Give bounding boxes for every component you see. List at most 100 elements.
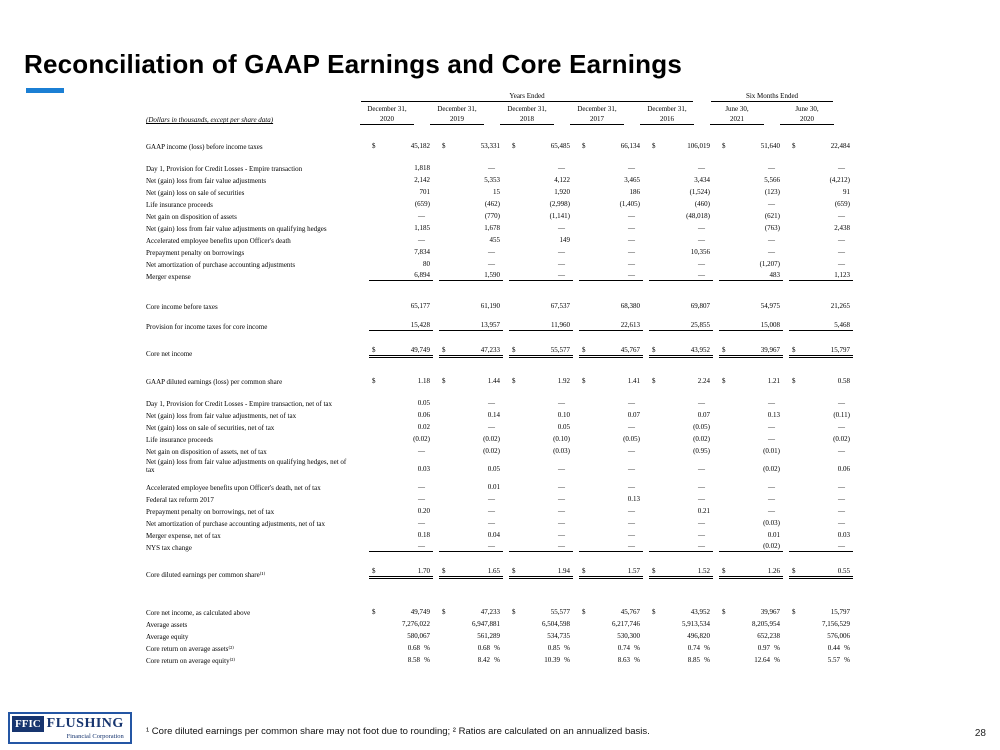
value-cell: $22,484 — [786, 140, 856, 151]
cell-value: 186 — [629, 188, 641, 197]
page-title: Reconciliation of GAAP Earnings and Core… — [24, 49, 682, 80]
value-cell: — — [646, 517, 716, 528]
column-header-year: 2019 — [430, 115, 484, 126]
value-cell: (1,524) — [646, 186, 716, 197]
value-cell: — — [366, 493, 436, 504]
value-cell: (0.02) — [436, 433, 506, 444]
cell-value: 80 — [423, 260, 430, 269]
value-cell: — — [506, 463, 576, 474]
value-cell: $0.58 — [786, 375, 856, 386]
cell-value: (659) — [414, 200, 430, 209]
value-cell: 455 — [436, 234, 506, 245]
value-cell: — — [576, 210, 646, 221]
value-cell: 65,177 — [366, 300, 436, 311]
cell-value: 0.97 — [757, 644, 770, 653]
row-label: GAAP diluted earnings (loss) per common … — [146, 378, 283, 387]
logo-subtitle: Financial Corporation — [66, 733, 124, 740]
value-cell: (1,141) — [506, 210, 576, 221]
value-cell: 576,006 — [786, 630, 856, 641]
value-cell: 13,957 — [436, 319, 506, 332]
row-label: Average equity — [146, 633, 189, 642]
percent-sign: % — [424, 656, 430, 665]
cell-value: (1,141) — [549, 212, 570, 221]
percent-sign: % — [704, 644, 710, 653]
table-row: Accelerated employee benefits upon Offic… — [146, 480, 846, 492]
row-label: Prepayment penalty on borrowings, net of… — [146, 508, 275, 517]
cell-value: — — [838, 447, 845, 456]
cell-value: — — [698, 399, 705, 408]
value-cell: — — [786, 210, 856, 221]
column-header-date: December 31, — [437, 105, 477, 114]
row-label: Net gain on disposition of assets, net o… — [146, 448, 267, 457]
value-cell: 15 — [436, 186, 506, 197]
value-cell: — — [506, 397, 576, 408]
value-cell: (0.02) — [716, 463, 786, 474]
cell-value: 12.64 — [754, 656, 770, 665]
value-cell: 0.97% — [716, 642, 786, 653]
value-cell: — — [576, 529, 646, 540]
value-cell: 496,820 — [646, 630, 716, 641]
value-cell: — — [506, 269, 576, 282]
value-cell: 652,238 — [716, 630, 786, 641]
dollar-sign: $ — [442, 142, 446, 151]
value-cell: $1.18 — [366, 375, 436, 386]
dollar-sign: $ — [582, 567, 586, 576]
value-cell: — — [366, 517, 436, 528]
dollar-sign: $ — [792, 608, 796, 617]
dollar-sign: $ — [582, 377, 586, 386]
value-cell: — — [576, 162, 646, 173]
value-cell: — — [576, 505, 646, 516]
cell-value: — — [838, 483, 845, 492]
value-cell: (659) — [786, 198, 856, 209]
cell-value: (0.05) — [693, 423, 710, 432]
cell-value: 0.68 — [477, 644, 490, 653]
cell-value: 1,920 — [554, 188, 570, 197]
column-group: Six Months Ended — [702, 92, 842, 103]
value-cell: 580,067 — [366, 630, 436, 641]
value-cell: 10.39% — [506, 654, 576, 665]
value-cell: — — [646, 269, 716, 282]
dollar-sign: $ — [582, 142, 586, 151]
value-cell: 0.07 — [646, 409, 716, 420]
table-row: Core return on average equity⁽²⁾ 8.58% 8.4… — [146, 653, 850, 665]
value-cell: 25,855 — [646, 319, 716, 332]
cell-value: — — [558, 164, 565, 173]
cell-value: — — [698, 483, 705, 492]
column-header-date: June 30, — [725, 105, 749, 114]
cell-value: — — [628, 260, 635, 269]
cell-value: 3,465 — [624, 176, 640, 185]
cell-value: — — [768, 399, 775, 408]
cell-value: 0.14 — [487, 411, 500, 420]
table-row: Net gain on disposition of assets — (770) (… — [146, 209, 846, 221]
value-cell: — — [436, 517, 506, 528]
cell-value: 61,190 — [480, 302, 500, 311]
cell-value: 576,006 — [827, 632, 850, 641]
value-cell: 0.05 — [366, 397, 436, 408]
value-cell: 6,504,598 — [506, 618, 576, 629]
value-cell: 8.58% — [366, 654, 436, 665]
row-label: Net (gain) loss from fair value adjustme… — [146, 412, 297, 421]
value-cell: — — [786, 397, 856, 408]
value-cell: (2,998) — [506, 198, 576, 209]
cell-value: — — [768, 248, 775, 257]
cell-value: 652,238 — [757, 632, 780, 641]
footnote: ¹ Core diluted earnings per common share… — [146, 726, 650, 737]
cell-value: — — [838, 212, 845, 221]
percent-sign: % — [704, 656, 710, 665]
table-row: Merger expense 6,894 1,590 — — — 483 1,123 — [146, 269, 853, 282]
value-cell: (0.02) — [786, 433, 856, 444]
dollar-sign: $ — [792, 346, 796, 355]
table-row: Net (gain) loss from fair value adjustme… — [146, 173, 850, 185]
value-cell: 8,205,954 — [716, 618, 786, 629]
dollar-sign: $ — [442, 608, 446, 617]
cell-value: — — [628, 236, 635, 245]
cell-value: 1.92 — [557, 377, 570, 386]
value-cell: 6,217,746 — [576, 618, 646, 629]
value-cell: — — [436, 505, 506, 516]
cell-value: 0.85 — [547, 644, 560, 653]
value-cell: — — [436, 421, 506, 432]
cell-value: — — [698, 519, 705, 528]
value-cell: 15,428 — [366, 319, 436, 332]
cell-value: (770) — [484, 212, 500, 221]
value-cell: (763) — [716, 222, 786, 233]
